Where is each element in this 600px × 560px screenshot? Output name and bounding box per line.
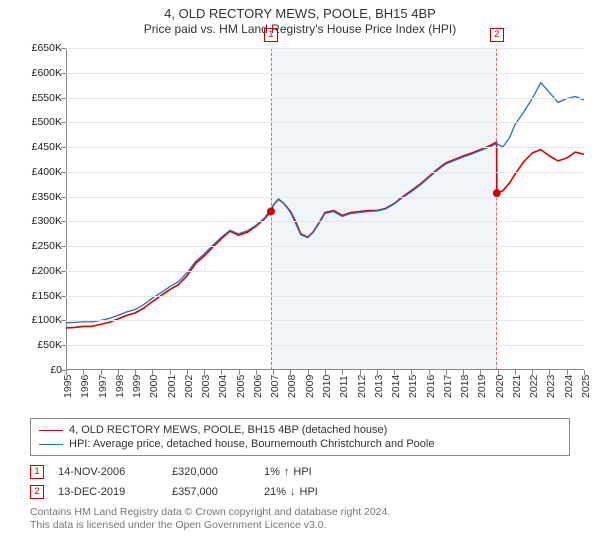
y-axis-label: £250K: [32, 240, 62, 252]
x-axis-label: 2022: [528, 375, 540, 398]
x-axis-label: 2011: [338, 375, 350, 398]
table-row: 2 13-DEC-2019 £357,000 21% ↓ HPI: [30, 482, 570, 502]
series-lines: [66, 48, 584, 370]
gridline: [66, 271, 584, 272]
table-row: 1 14-NOV-2006 £320,000 1% ↑ HPI: [30, 462, 570, 482]
tx-diff-pct: 21%: [264, 486, 286, 498]
footer-line: This data is licensed under the Open Gov…: [30, 519, 570, 532]
title-block: 4, OLD RECTORY MEWS, POOLE, BH15 4BP Pri…: [0, 0, 600, 40]
y-axis-label: £450K: [32, 141, 62, 153]
y-axis-label: £150K: [32, 290, 62, 302]
page-title: 4, OLD RECTORY MEWS, POOLE, BH15 4BP: [0, 6, 600, 21]
legend-row: HPI: Average price, detached house, Bour…: [39, 437, 561, 451]
x-axis-label: 2008: [286, 375, 298, 398]
y-axis-label: £50K: [37, 339, 62, 351]
y-axis-label: £350K: [32, 191, 62, 203]
y-axis-label: £500K: [32, 116, 62, 128]
x-axis-label: 1999: [131, 375, 143, 398]
tx-diff-label: HPI: [300, 486, 318, 498]
x-axis-label: 2024: [563, 375, 575, 398]
marker-box: 1: [30, 465, 44, 479]
footer-line: Contains HM Land Registry data © Crown c…: [30, 506, 570, 519]
tx-price: £320,000: [172, 466, 250, 478]
y-axis-label: £100K: [32, 314, 62, 326]
transactions-table: 1 14-NOV-2006 £320,000 1% ↑ HPI 2 13-DEC…: [30, 462, 570, 502]
x-axis-label: 2001: [166, 375, 178, 398]
legend-row: 4, OLD RECTORY MEWS, POOLE, BH15 4BP (de…: [39, 423, 561, 437]
gridline: [66, 172, 584, 173]
plot-area: £0£50K£100K£150K£200K£250K£300K£350K£400…: [66, 48, 584, 370]
y-axis-label: £650K: [32, 42, 62, 54]
gridline: [66, 197, 584, 198]
chart: £0 £50K £100K £150K £200K £250K £300K £350K £400…: [28, 42, 588, 412]
x-axis-label: 2023: [545, 375, 557, 398]
x-axis-label: 2019: [476, 375, 488, 398]
gridline: [66, 221, 584, 222]
page-container: { "title": "4, OLD RECTORY MEWS, POOLE, …: [0, 0, 600, 560]
x-axis-label: 2015: [407, 375, 419, 398]
x-axis-label: 1995: [62, 375, 74, 398]
legend-label: 4, OLD RECTORY MEWS, POOLE, BH15 4BP (de…: [69, 424, 387, 436]
tx-date: 13-DEC-2019: [58, 486, 158, 498]
y-axis-label: £600K: [32, 67, 62, 79]
gridline: [66, 296, 584, 297]
legend: 4, OLD RECTORY MEWS, POOLE, BH15 4BP (de…: [30, 418, 570, 456]
marker-box: 2: [30, 485, 44, 499]
x-axis-label: 2020: [494, 375, 506, 398]
x-axis-label: 2012: [356, 375, 368, 398]
page-subtitle: Price paid vs. HM Land Registry's House …: [0, 22, 600, 36]
x-axis-label: 2006: [252, 375, 264, 398]
x-axis-label: 2010: [321, 375, 333, 398]
chart-marker-box: 2: [490, 28, 504, 42]
x-axis-label: 2016: [425, 375, 437, 398]
gridline: [66, 48, 584, 49]
x-axis-label: 2018: [459, 375, 471, 398]
footer: Contains HM Land Registry data © Crown c…: [30, 506, 570, 532]
gridline: [66, 73, 584, 74]
x-axis-label: 2021: [511, 375, 523, 398]
x-axis-label: 2000: [148, 375, 160, 398]
y-axis-label: £550K: [32, 92, 62, 104]
x-axis-label: 2013: [373, 375, 385, 398]
tx-diff-label: HPI: [293, 466, 311, 478]
tx-diff: 21% ↓ HPI: [264, 486, 318, 498]
legend-swatch: [39, 430, 63, 431]
x-axis-label: 2003: [200, 375, 212, 398]
gridline: [66, 98, 584, 99]
gridline: [66, 345, 584, 346]
x-axis-label: 2002: [183, 375, 195, 398]
x-axis-label: 2009: [304, 375, 316, 398]
x-axis-label: 2004: [217, 375, 229, 398]
gridline: [66, 147, 584, 148]
x-axis-label: 2025: [580, 375, 592, 398]
tx-diff: 1% ↑ HPI: [264, 466, 312, 478]
x-axis-label: 1998: [114, 375, 126, 398]
x-axis-label: 2005: [235, 375, 247, 398]
legend-swatch: [39, 444, 63, 445]
x-axis-label: 1997: [97, 375, 109, 398]
gridline: [66, 246, 584, 247]
series-property: [66, 142, 584, 328]
tx-price: £357,000: [172, 486, 250, 498]
x-axis-label: 2017: [442, 375, 454, 398]
x-axis-label: 1996: [79, 375, 91, 398]
x-axis-label: 2014: [390, 375, 402, 398]
tx-date: 14-NOV-2006: [58, 466, 158, 478]
arrow-up-icon: ↑: [284, 466, 290, 478]
legend-label: HPI: Average price, detached house, Bour…: [69, 438, 434, 450]
chart-marker-box: 1: [264, 28, 278, 42]
series-hpi: [66, 83, 584, 323]
gridline: [66, 320, 584, 321]
gridline: [66, 122, 584, 123]
tx-diff-pct: 1%: [264, 466, 280, 478]
y-axis-label: £400K: [32, 166, 62, 178]
x-axis-label: 2007: [269, 375, 281, 398]
y-axis-label: £0: [50, 364, 62, 376]
chart-marker-dot: [267, 207, 275, 215]
arrow-down-icon: ↓: [290, 486, 296, 498]
y-axis-label: £200K: [32, 265, 62, 277]
y-axis-label: £300K: [32, 215, 62, 227]
